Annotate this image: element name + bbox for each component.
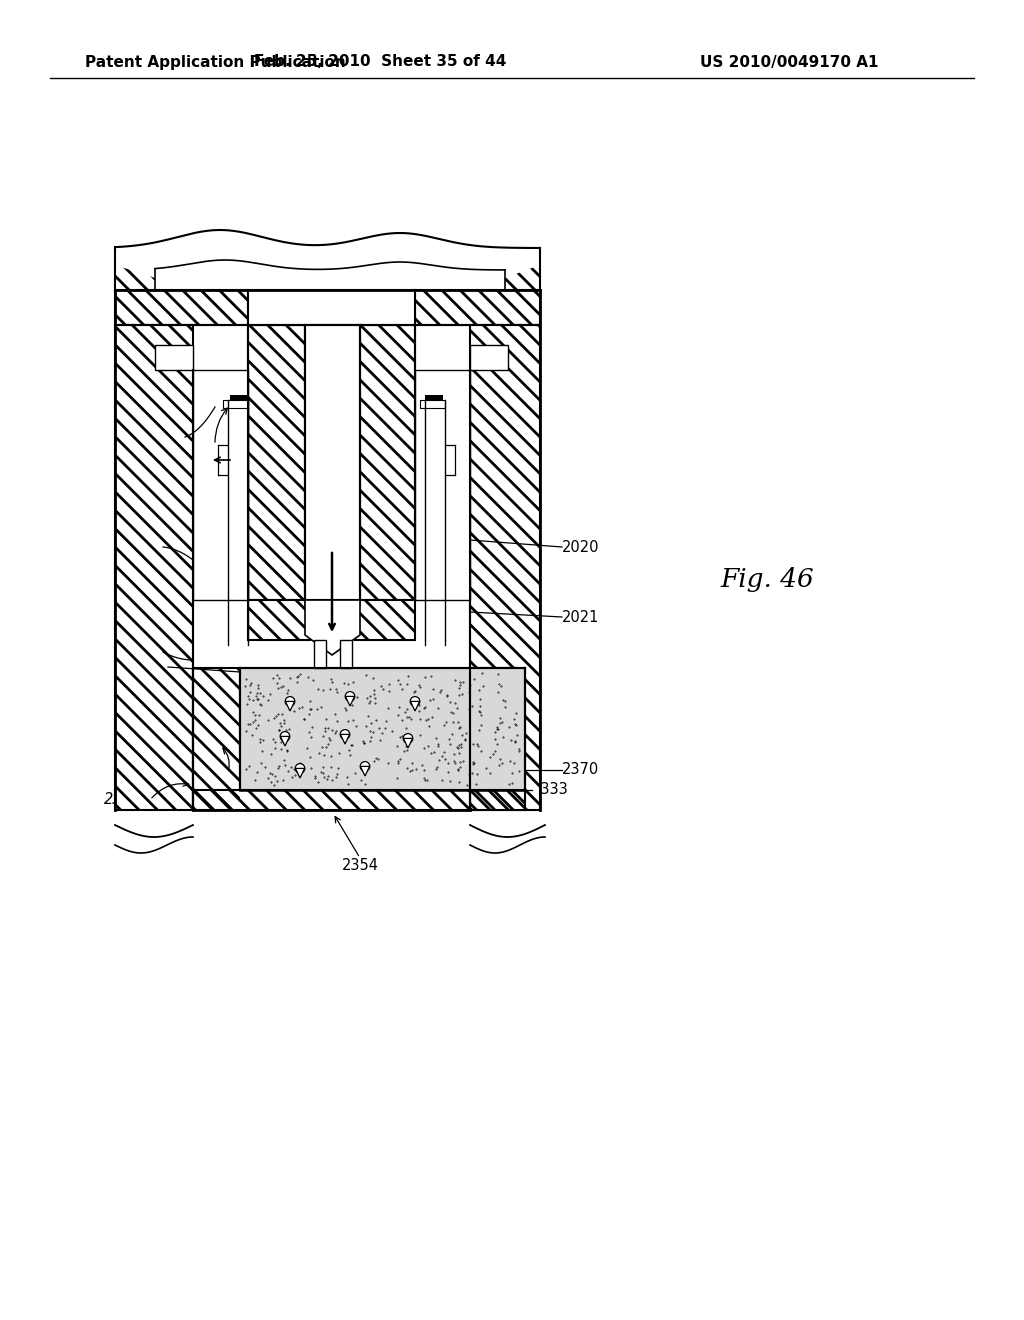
Text: 2342: 2342 bbox=[147, 437, 185, 453]
Polygon shape bbox=[355, 601, 415, 640]
Text: 2021: 2021 bbox=[562, 610, 599, 624]
Text: US 2010/0049170 A1: US 2010/0049170 A1 bbox=[700, 54, 879, 70]
Circle shape bbox=[286, 697, 295, 706]
Circle shape bbox=[281, 731, 290, 742]
Polygon shape bbox=[248, 601, 310, 640]
Circle shape bbox=[295, 763, 305, 774]
Polygon shape bbox=[115, 290, 248, 325]
Polygon shape bbox=[411, 701, 420, 711]
Polygon shape bbox=[340, 734, 349, 744]
Circle shape bbox=[411, 697, 420, 706]
Polygon shape bbox=[296, 768, 304, 777]
Circle shape bbox=[360, 762, 370, 771]
Text: 2392: 2392 bbox=[126, 644, 163, 660]
Polygon shape bbox=[415, 290, 540, 325]
Polygon shape bbox=[286, 701, 295, 711]
Bar bbox=[340, 640, 351, 668]
Polygon shape bbox=[345, 697, 354, 706]
Polygon shape bbox=[248, 325, 305, 601]
Bar bbox=[420, 400, 445, 408]
Text: 2370: 2370 bbox=[562, 763, 599, 777]
Bar bbox=[248, 290, 415, 325]
Text: 2358: 2358 bbox=[131, 660, 168, 675]
Polygon shape bbox=[305, 601, 360, 655]
Polygon shape bbox=[115, 325, 193, 810]
Bar bbox=[425, 395, 443, 400]
Polygon shape bbox=[505, 265, 540, 290]
Bar bbox=[230, 395, 248, 400]
Text: Fig. 46: Fig. 46 bbox=[720, 568, 814, 593]
Bar bbox=[193, 370, 248, 601]
Polygon shape bbox=[403, 738, 413, 748]
Text: 2354: 2354 bbox=[341, 858, 379, 873]
Polygon shape bbox=[115, 265, 155, 290]
Text: 2333: 2333 bbox=[532, 783, 568, 797]
Polygon shape bbox=[193, 789, 470, 810]
Text: 2020: 2020 bbox=[562, 540, 599, 554]
Circle shape bbox=[403, 734, 413, 743]
Text: 2304': 2304' bbox=[104, 792, 145, 808]
Text: Patent Application Publication: Patent Application Publication bbox=[85, 54, 346, 70]
Polygon shape bbox=[360, 767, 370, 776]
Polygon shape bbox=[193, 668, 240, 810]
Bar bbox=[415, 370, 470, 601]
Circle shape bbox=[345, 692, 354, 701]
Polygon shape bbox=[360, 325, 415, 601]
Bar bbox=[470, 345, 508, 370]
Bar bbox=[305, 325, 360, 601]
Text: Feb. 25, 2010  Sheet 35 of 44: Feb. 25, 2010 Sheet 35 of 44 bbox=[254, 54, 506, 70]
Bar bbox=[223, 400, 248, 408]
Circle shape bbox=[340, 730, 350, 739]
Text: 2353: 2353 bbox=[126, 540, 163, 554]
Bar bbox=[313, 640, 326, 668]
Bar bbox=[155, 345, 193, 370]
Polygon shape bbox=[470, 325, 540, 810]
Text: 2352: 2352 bbox=[193, 766, 230, 780]
Polygon shape bbox=[470, 668, 525, 810]
Text: 2012: 2012 bbox=[147, 422, 185, 437]
Bar bbox=[240, 668, 525, 789]
Polygon shape bbox=[281, 737, 290, 746]
